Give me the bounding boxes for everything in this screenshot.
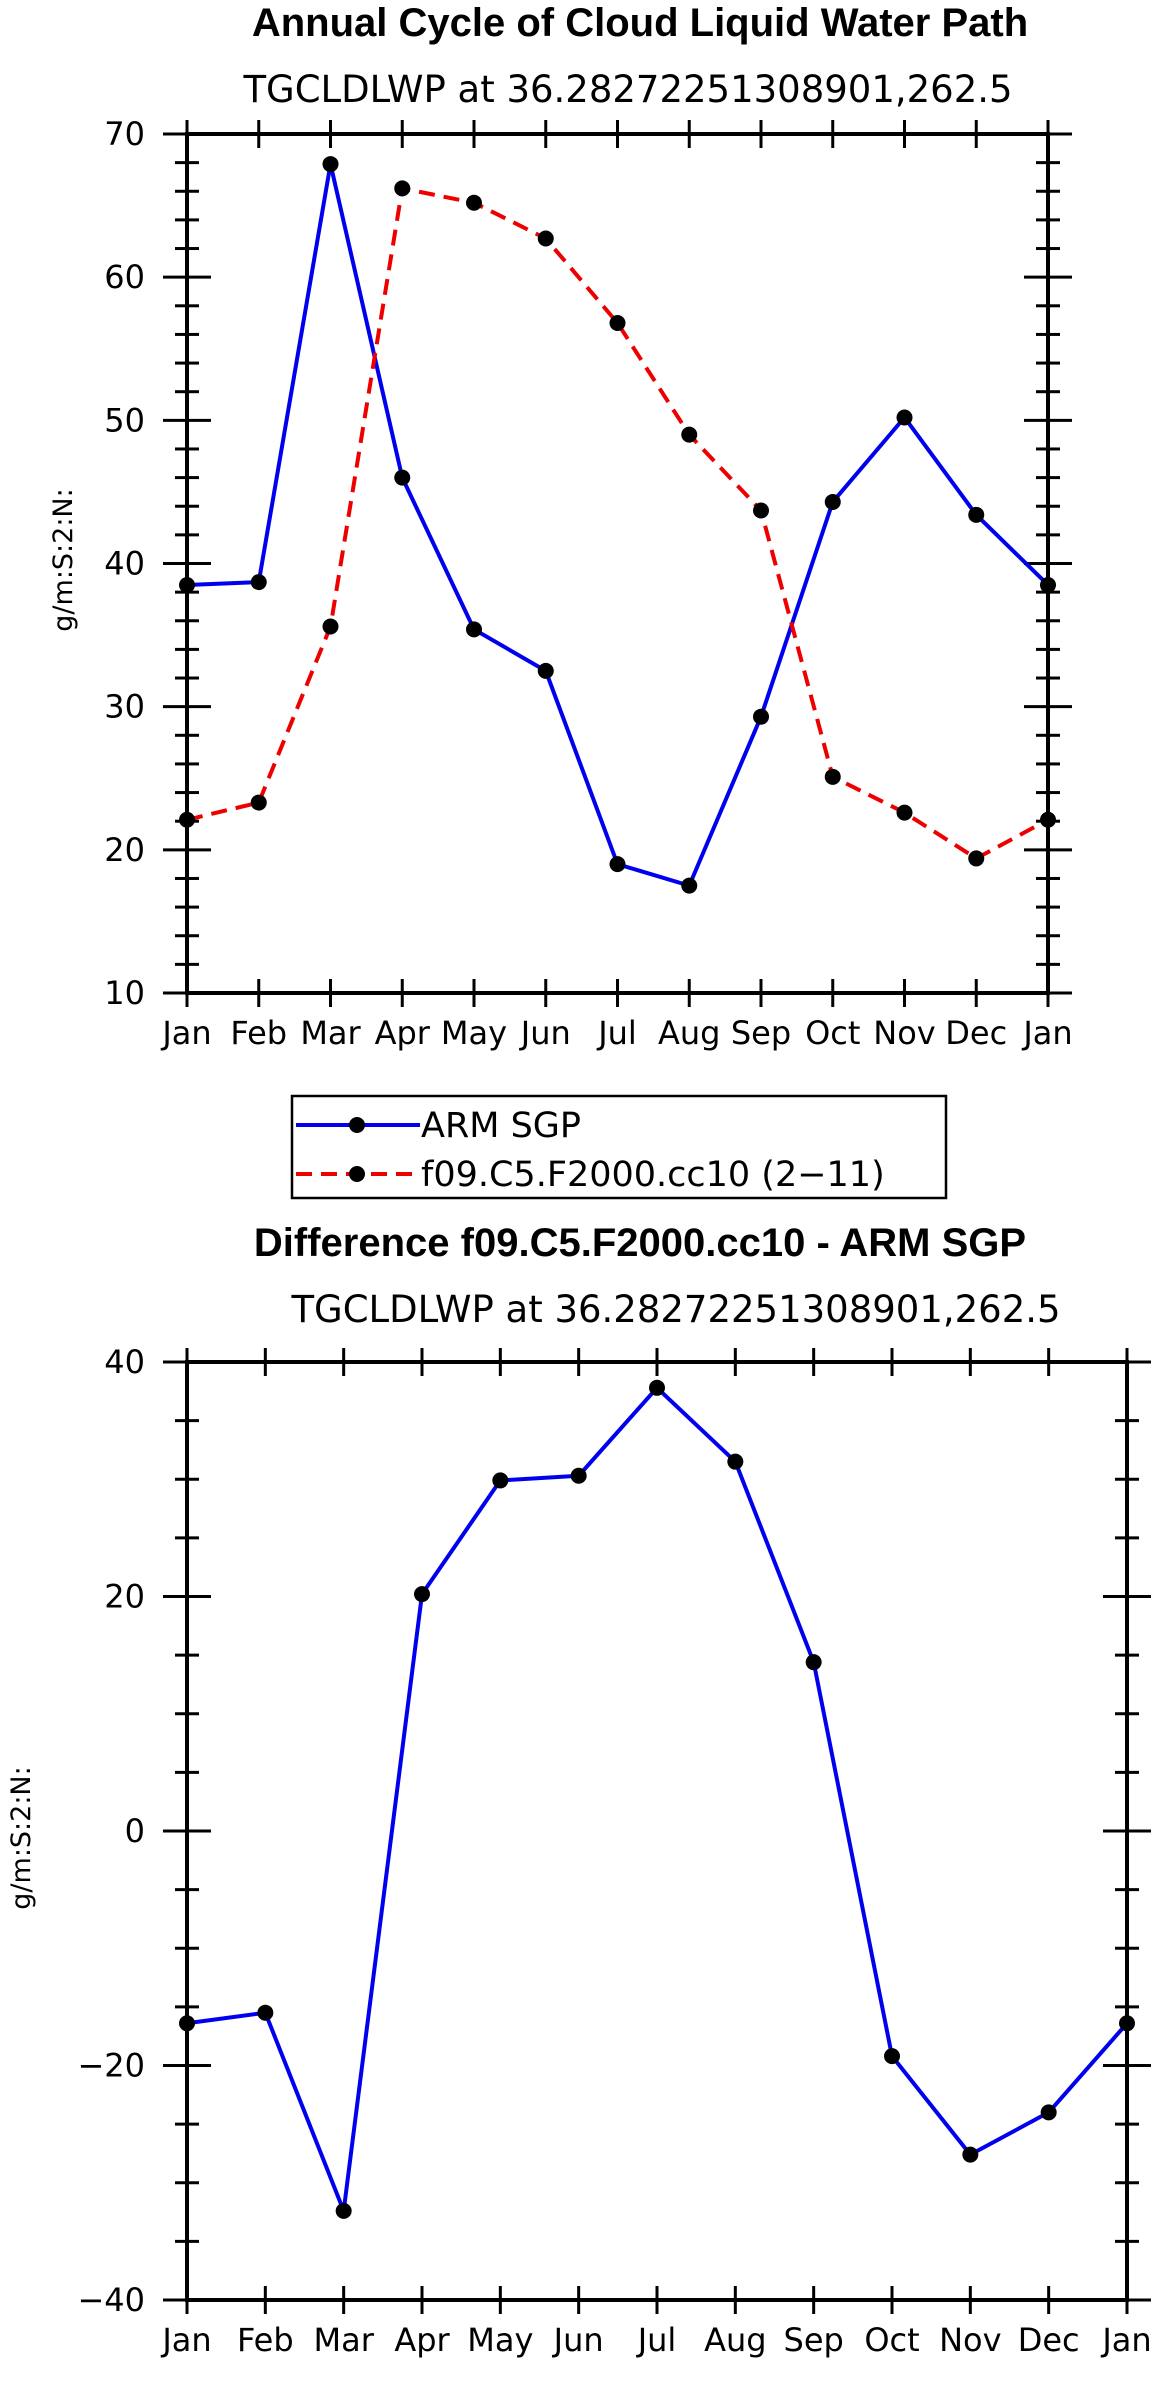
x-tick-label: Apr (394, 2321, 450, 2359)
legend-box (290, 1094, 948, 1200)
y-tick-label: 70 (104, 115, 145, 153)
chart1-ticks (163, 120, 1072, 1007)
data-point-marker (753, 708, 769, 725)
series-line-1 (186, 186, 1049, 861)
y-tick-label: 10 (104, 974, 145, 1012)
chart2-title: Difference f09.C5.F2000.cc10 - ARM SGP (254, 1221, 1026, 1265)
data-point-marker (962, 2146, 979, 2163)
chart2-series (179, 1379, 1135, 2219)
y-tick-label: 0 (125, 1812, 145, 1850)
x-tick-label: Jun (552, 2321, 604, 2359)
x-tick-label: Jan (160, 1014, 211, 1052)
y-tick-label: 30 (104, 688, 145, 726)
data-point-marker (394, 469, 411, 486)
x-tick-label: Jan (1100, 2321, 1151, 2359)
data-point-marker (570, 1467, 587, 1484)
chart2-plot-frame (185, 1360, 1129, 2302)
legend-marker-arm (349, 1117, 365, 1133)
data-point-marker (681, 426, 698, 443)
series-line-0 (186, 1385, 1129, 2213)
data-point-marker (884, 2048, 900, 2065)
data-point-marker (753, 502, 769, 519)
x-tick-label: Jan (1021, 1014, 1072, 1052)
chart1-y-tick-labels: 70 60 50 40 30 20 10 (104, 115, 145, 1012)
x-tick-label: Dec (945, 1014, 1007, 1052)
data-point-marker (1040, 2104, 1057, 2121)
data-point-marker (414, 1586, 430, 1603)
data-point-marker (322, 618, 339, 635)
data-point-marker (335, 2202, 352, 2219)
data-point-marker (322, 156, 339, 173)
chart2-ticks (163, 1348, 1151, 2314)
x-tick-label: Mar (300, 1014, 361, 1052)
chart2-y-axis-label: g/m:S:2:N: (6, 1766, 37, 1909)
x-tick-label: Jul (596, 1014, 637, 1052)
data-point-marker (250, 794, 267, 811)
data-point-marker (805, 1654, 822, 1671)
data-point-marker (896, 409, 913, 426)
x-tick-label: Feb (237, 2321, 294, 2359)
chart2-y-tick-labels: 40 20 0 −20 −40 (77, 1343, 145, 2319)
legend-label-arm: ARM SGP (421, 1106, 581, 1146)
data-point-marker (466, 621, 482, 638)
y-tick-label: −20 (77, 2047, 145, 2085)
chart1-y-axis-label: g/m:S:2:N: (48, 488, 79, 631)
data-point-marker (609, 314, 626, 331)
data-point-marker (968, 506, 985, 523)
x-tick-label: Jun (519, 1014, 571, 1052)
legend-label-model: f09.C5.F2000.cc10 (2−11) (421, 1155, 885, 1195)
data-point-marker (824, 493, 841, 510)
x-tick-label: Sep (731, 1014, 791, 1052)
series-line-0 (186, 162, 1050, 888)
y-tick-label: 40 (104, 1343, 145, 1381)
data-point-marker (968, 850, 985, 867)
y-tick-label: 60 (104, 258, 145, 296)
y-tick-label: 20 (104, 831, 145, 869)
legend-marker-model (349, 1166, 365, 1182)
data-point-marker (537, 662, 554, 679)
chart1-series (179, 156, 1056, 894)
chart1-subtitle: TGCLDLWP at 36.28272251308901,262.5 (242, 68, 1012, 111)
data-point-marker (492, 1472, 509, 1489)
data-point-marker (394, 180, 411, 197)
data-point-marker (466, 194, 482, 211)
chart-annual-cycle: Annual Cycle of Cloud Liquid Water Path … (48, 1, 1073, 1052)
chart1-x-tick-labels: Jan Feb Mar Apr May Jun Jul Aug Sep Oct Nov Dec Jan (160, 1014, 1072, 1052)
data-point-marker (727, 1453, 744, 1470)
chart2-subtitle: TGCLDLWP at 36.28272251308901,262.5 (290, 1288, 1060, 1331)
x-tick-label: Aug (704, 2321, 766, 2359)
data-point-marker (537, 230, 554, 247)
x-tick-label: Oct (864, 2321, 919, 2359)
x-tick-label: Dec (1018, 2321, 1080, 2359)
chart1-plot-frame (185, 132, 1050, 995)
x-tick-label: Mar (313, 2321, 374, 2359)
y-tick-label: −40 (77, 2281, 145, 2319)
chart-difference: Difference f09.C5.F2000.cc10 - ARM SGP T… (6, 1221, 1152, 2359)
data-point-marker (257, 2004, 274, 2021)
x-tick-label: Oct (805, 1014, 860, 1052)
data-point-marker (896, 804, 913, 821)
data-point-marker (649, 1379, 665, 1396)
x-tick-label: Nov (873, 1014, 935, 1052)
x-tick-label: Aug (658, 1014, 720, 1052)
legend: ARM SGP f09.C5.F2000.cc10 (2−11) (290, 1094, 948, 1200)
x-tick-label: Apr (375, 1014, 431, 1052)
chart2-x-tick-labels: Jan Feb Mar Apr May Jun Jul Aug Sep Oct Nov Dec Jan (160, 2321, 1151, 2359)
chart1-title: Annual Cycle of Cloud Liquid Water Path (252, 1, 1028, 45)
x-tick-label: Nov (939, 2321, 1001, 2359)
x-tick-label: Feb (230, 1014, 287, 1052)
x-tick-label: Jul (636, 2321, 677, 2359)
x-tick-label: Jan (160, 2321, 211, 2359)
data-point-marker (824, 768, 841, 785)
y-tick-label: 50 (104, 401, 145, 439)
data-point-marker (609, 856, 626, 873)
x-tick-label: May (441, 1014, 507, 1052)
y-tick-label: 40 (104, 545, 145, 583)
x-tick-label: May (467, 2321, 533, 2359)
data-point-marker (681, 877, 698, 894)
x-tick-label: Sep (784, 2321, 844, 2359)
data-point-marker (250, 574, 267, 591)
y-tick-label: 20 (104, 1578, 145, 1616)
